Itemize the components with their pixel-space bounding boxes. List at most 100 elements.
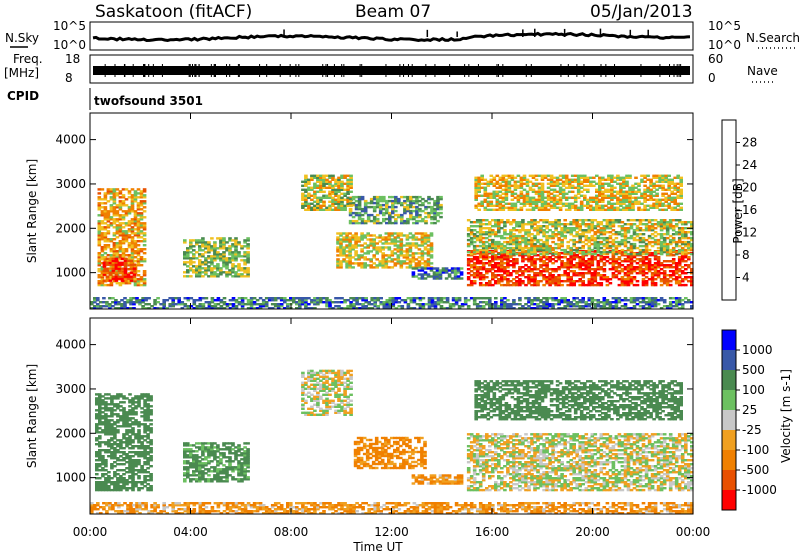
power-cell — [399, 244, 404, 247]
power-cell — [557, 283, 561, 287]
power-cell — [595, 182, 599, 185]
power-cell — [494, 221, 498, 224]
power-cell — [337, 178, 341, 181]
power-cell — [421, 201, 425, 205]
power-cell — [430, 303, 435, 306]
power-cell — [372, 256, 376, 259]
power-cell — [130, 254, 135, 257]
power-cell — [106, 244, 111, 247]
freq-trace — [93, 66, 690, 75]
power-cell — [355, 307, 359, 310]
power-cell — [388, 219, 392, 223]
power-cell — [409, 297, 414, 300]
power-cell — [569, 260, 573, 263]
power-cell — [264, 305, 269, 308]
power-cell — [472, 250, 477, 254]
power-cell — [337, 190, 341, 193]
power-cell — [237, 269, 241, 272]
power-cell — [129, 301, 133, 304]
power-cell — [637, 202, 641, 205]
power-cell — [555, 198, 560, 201]
power-cell — [626, 256, 631, 259]
power-cell — [679, 188, 683, 191]
power-cell — [381, 264, 385, 267]
power-cell — [617, 272, 622, 275]
power-cell — [97, 268, 102, 271]
power-cell — [469, 270, 474, 273]
power-cell — [655, 200, 659, 203]
power-cell — [195, 271, 199, 274]
power-cell — [118, 258, 123, 261]
power-cell — [494, 246, 498, 250]
power-cell — [201, 239, 205, 242]
power-cell — [354, 244, 358, 247]
power-cell — [475, 297, 480, 300]
power-cell — [430, 221, 434, 225]
power-cell — [354, 258, 358, 261]
power-cell — [564, 202, 569, 205]
power-cell — [133, 256, 138, 259]
power-cell — [136, 282, 141, 285]
power-cell — [108, 261, 113, 264]
power-cell — [620, 264, 625, 267]
power-cell — [115, 236, 120, 239]
power-cell — [528, 180, 533, 183]
power-cell — [563, 274, 567, 277]
power-cell — [97, 226, 102, 229]
power-cell — [646, 178, 650, 181]
power-cell — [522, 182, 527, 185]
power-cell — [560, 248, 564, 252]
power-cell — [322, 186, 326, 189]
power-cell — [195, 273, 199, 276]
power-cell — [587, 264, 592, 267]
power-cell — [337, 188, 341, 191]
power-cell — [115, 194, 120, 197]
power-cell — [596, 283, 601, 287]
power-cell — [647, 252, 652, 255]
power-cell — [653, 252, 658, 256]
power-cell — [554, 242, 558, 246]
power-cell — [506, 280, 510, 283]
power-cell — [481, 240, 486, 244]
power-cell — [136, 208, 141, 211]
power-cell — [316, 196, 320, 199]
power-cell — [474, 186, 478, 189]
power-cell — [644, 256, 649, 259]
power-cell — [478, 256, 483, 259]
power-cell — [485, 276, 489, 279]
power-cell — [385, 299, 390, 302]
power-cell — [548, 280, 552, 283]
power-cell — [595, 188, 599, 191]
power-cell — [498, 206, 503, 209]
power-cell — [118, 190, 123, 193]
power-cell — [412, 221, 416, 225]
power-cell — [112, 218, 117, 221]
power-cell — [378, 209, 383, 213]
power-cell — [554, 282, 558, 285]
power-cell — [581, 268, 585, 271]
power-cell — [640, 196, 644, 199]
power-cell — [124, 214, 129, 217]
power-cell — [503, 246, 507, 250]
power-cell — [497, 266, 501, 269]
power-cell — [316, 184, 320, 187]
power-cell — [647, 229, 652, 232]
power-cell — [647, 221, 652, 224]
power-cell — [373, 297, 377, 300]
power-cell — [670, 206, 674, 209]
power-cell — [558, 182, 563, 185]
power-cell — [500, 270, 504, 273]
power-cell — [112, 232, 117, 235]
power-cell — [610, 184, 614, 187]
power-cell — [629, 272, 634, 275]
power-cell — [521, 270, 525, 273]
power-cell — [183, 251, 187, 254]
power-cell — [213, 273, 217, 276]
power-cell — [587, 278, 592, 281]
power-cell — [497, 234, 501, 238]
power-cell — [575, 250, 579, 254]
power-cell — [576, 184, 581, 187]
power-cell — [204, 261, 208, 264]
power-cell — [542, 264, 546, 267]
power-cell — [563, 234, 567, 238]
